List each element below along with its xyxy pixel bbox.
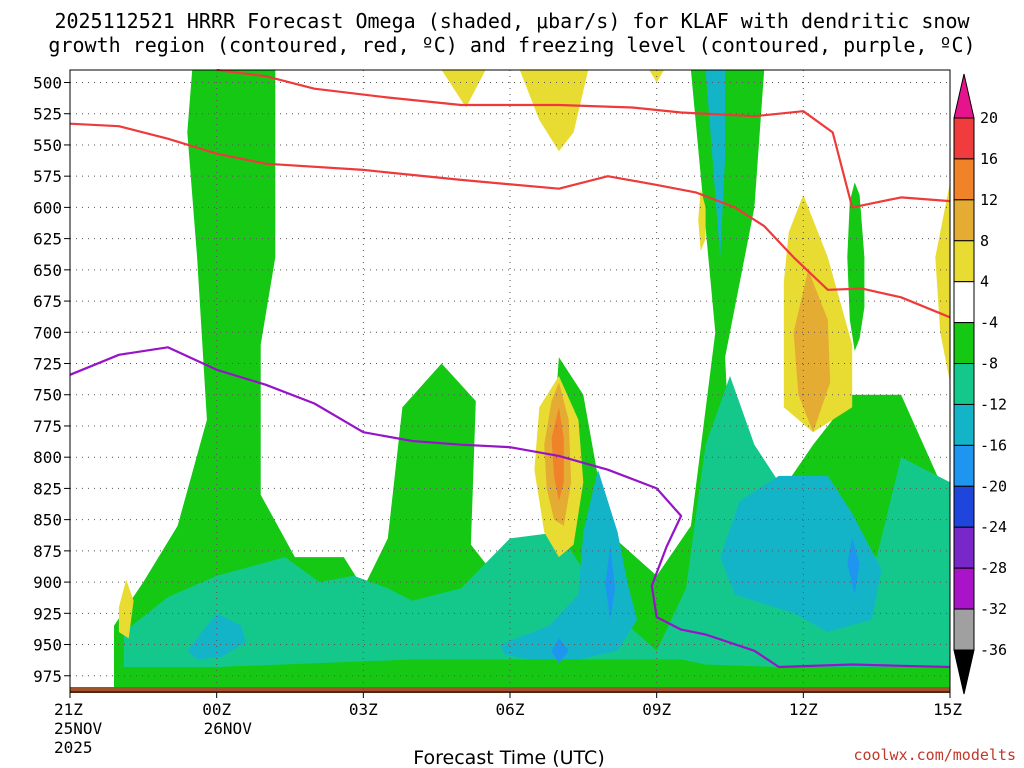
colorbar-label-5: -4 (980, 314, 998, 332)
omega-region-12 (519, 70, 589, 152)
y-tick-label-4: 600 (33, 198, 62, 217)
colorbar-label-10: -24 (980, 518, 1007, 536)
omega-region-1 (847, 182, 865, 351)
ground-strip (70, 687, 950, 693)
colorbar-segment-0 (953, 117, 975, 160)
freezing-level-purple-contour (69, 346, 951, 669)
colorbar-segment-2 (953, 199, 975, 242)
omega-region-11 (441, 70, 486, 108)
omega-region-18 (793, 269, 831, 433)
colorbar-segment-1 (953, 158, 975, 201)
colorbar-label-2: 12 (980, 191, 998, 209)
y-tick-label-13: 825 (33, 479, 62, 498)
omega-region-9 (847, 538, 860, 595)
colorbar-segment-4 (953, 281, 975, 324)
omega-region-20 (551, 407, 564, 501)
omega-region-3 (187, 613, 246, 660)
y-axis-ticks: 500 525 550 575 600 625 650 675 700 725 750 775 800 8… (33, 73, 70, 686)
x-tick-date-1: 26NOV (204, 719, 253, 738)
y-tick-label-1: 525 (33, 105, 62, 124)
y-tick-label-10: 750 (33, 386, 62, 405)
colorbar-label-0: 20 (980, 109, 998, 127)
colorbar-bottom-arrow (953, 649, 975, 695)
x-tick-label-2: 03Z (349, 700, 378, 719)
omega-region-6 (705, 70, 726, 258)
colorbar-label-7: -12 (980, 395, 1007, 413)
plot-area (69, 68, 951, 693)
colorbar-segment-6 (953, 363, 975, 405)
colorbar-segment-9 (953, 485, 975, 528)
y-tick-label-12: 800 (33, 448, 62, 467)
x-tick-label-0: 21Z (54, 700, 83, 719)
colorbar-top-arrow (953, 73, 975, 119)
colorbar-segment-12 (953, 608, 975, 651)
y-tick-label-6: 650 (33, 261, 62, 280)
omega-region-7 (551, 638, 569, 664)
x-tick-label-3: 06Z (496, 700, 525, 719)
y-tick-label-5: 625 (33, 230, 62, 249)
x-tick-label-6: 15Z (933, 700, 962, 719)
colorbar-segment-7 (953, 403, 975, 446)
y-tick-label-15: 875 (33, 542, 62, 561)
y-tick-label-18: 950 (33, 636, 62, 655)
chart-title-line1: 2025112521 HRRR Forecast Omega (shaded, … (54, 9, 970, 33)
y-tick-label-14: 850 (33, 511, 62, 530)
y-tick-label-16: 900 (33, 573, 62, 592)
y-tick-label-7: 675 (33, 292, 62, 311)
x-axis-label: Forecast Time (UTC) (413, 747, 604, 768)
dgz-upper-red-contour (216, 68, 951, 209)
colorbar-segment-10 (953, 526, 975, 569)
colorbar-label-13: -36 (980, 641, 1007, 659)
y-tick-label-0: 500 (33, 73, 62, 92)
colorbar-label-12: -32 (980, 600, 1007, 618)
x-tick-year-0: 2025 (54, 738, 93, 757)
colorbar-segment-5 (953, 322, 975, 365)
colorbar-segment-11 (953, 567, 975, 610)
colorbar-segment-3 (953, 240, 975, 283)
colorbar-label-11: -28 (980, 559, 1007, 577)
y-tick-label-19: 975 (33, 667, 62, 686)
colorbar-label-1: 16 (980, 150, 998, 168)
x-tick-label-5: 12Z (789, 700, 818, 719)
x-tick-label-4: 09Z (642, 700, 671, 719)
colorbar-label-3: 8 (980, 232, 989, 250)
colorbar-label-8: -16 (980, 436, 1007, 454)
omega-region-4 (500, 469, 638, 660)
omega-region-10 (118, 579, 134, 639)
colorbar-label-6: -8 (980, 355, 998, 373)
colorbar-label-9: -20 (980, 477, 1007, 495)
y-tick-label-9: 725 (33, 355, 62, 374)
dgz-lower-red-contour (69, 122, 951, 319)
y-tick-label-8: 700 (33, 323, 62, 342)
y-tick-label-3: 575 (33, 167, 62, 186)
omega-region-14 (698, 188, 706, 252)
omega-region-17 (935, 182, 950, 383)
x-tick-date-0: 25NOV (54, 719, 103, 738)
y-tick-label-2: 550 (33, 136, 62, 155)
chart-title-line2: growth region (contoured, red, ºC) and f… (48, 33, 975, 57)
y-tick-label-11: 775 (33, 417, 62, 436)
colorbar-segment-8 (953, 444, 975, 487)
y-tick-label-17: 925 (33, 604, 62, 623)
credit-text: coolwx.com/modelts (853, 746, 1016, 764)
x-tick-label-1: 00Z (202, 700, 231, 719)
colorbar: 20 16 12 8 4 -4 -8 -12 -16 -20 -24 -28 -32 -36 (953, 73, 1007, 695)
colorbar-label-4: 4 (980, 273, 989, 291)
omega-region-5 (720, 475, 882, 632)
